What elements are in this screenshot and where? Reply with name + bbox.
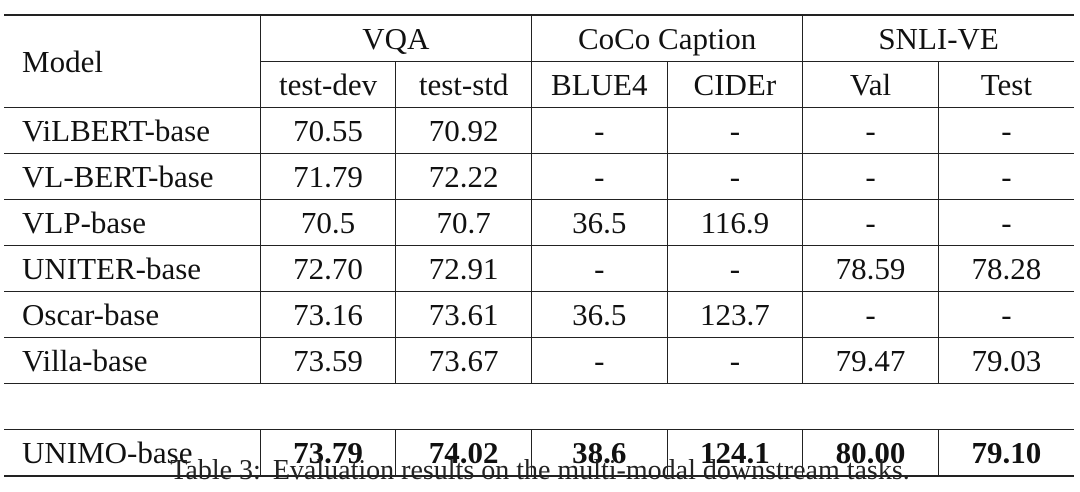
group-header-vqa: VQA [260,14,532,62]
spacer-cell [531,384,667,430]
column-header-test-dev: test-dev [260,61,397,108]
results-table: Model VQA CoCo Caption SNLI-VE test-dev … [4,14,1074,477]
table-row-final: UNIMO-base 73.79 74.02 38.6 124.1 80.00 79.10 [4,429,1074,477]
value-cell: 123.7 [667,291,804,338]
spacer-cell [260,384,396,430]
table-row: ViLBERT-base 70.55 70.92- - - - [4,107,1074,154]
model-name-cell: ViLBERT-base [4,107,261,154]
value-cell: - [802,153,939,200]
value-cell: 78.59 [802,245,939,292]
value-cell: - [531,107,668,154]
value-cell: - [531,337,668,384]
column-header-test-std: test-std [395,61,532,108]
value-cell: - [802,199,939,246]
column-header-test: Test [938,61,1074,108]
table-row: Villa-base 73.59 73.67- -79.47 79.03 [4,337,1074,384]
value-cell: 70.92 [395,107,532,154]
value-cell: 116.9 [667,199,804,246]
caption-label: Table 3: [170,455,261,486]
value-cell: 70.5 [260,199,397,246]
table-row: VLP-base 70.5 70.7 36.5 116.9- - [4,199,1074,246]
model-name-cell: Villa-base [4,337,261,384]
table-caption: Table 3: Evaluation results on the multi-… [0,455,1080,487]
spacer-cell [396,384,532,430]
rule-spacer [4,384,1074,430]
value-cell: - [531,153,668,200]
column-header-cider: CIDEr [667,61,804,108]
value-cell: - [531,245,668,292]
model-name-cell: UNITER-base [4,245,261,292]
table-body: ViLBERT-base 70.55 70.92- - - - VL-BERT-base 71… [4,107,1074,477]
value-cell: 70.7 [395,199,532,246]
column-header-val: Val [802,61,939,108]
value-cell-bold: 74.02 [395,429,532,477]
value-cell-bold: 38.6 [531,429,668,477]
value-cell: 73.59 [260,337,397,384]
spacer-cell [938,384,1074,430]
value-cell: - [938,153,1074,200]
results-table-container: Model VQA CoCo Caption SNLI-VE test-dev … [4,14,1074,477]
value-cell: - [938,291,1074,338]
value-cell: 79.03 [938,337,1074,384]
value-cell: 36.5 [531,291,668,338]
value-cell-bold: 73.79 [260,429,397,477]
table-row: UNITER-base 72.70 72.91- -78.59 78.28 [4,245,1074,292]
model-name-cell: UNIMO-base [4,429,261,477]
model-name-cell: Oscar-base [4,291,261,338]
value-cell: 79.47 [802,337,939,384]
value-cell-bold: 79.10 [938,429,1074,477]
value-cell: - [938,199,1074,246]
value-cell: 73.16 [260,291,397,338]
value-cell: 72.91 [395,245,532,292]
value-cell: - [667,245,804,292]
model-name-cell: VL-BERT-base [4,153,261,200]
spacer-cell [803,384,939,430]
model-name-cell: VLP-base [4,199,261,246]
value-cell: - [802,107,939,154]
value-cell-bold: 80.00 [802,429,939,477]
value-cell: 71.79 [260,153,397,200]
value-cell: 73.61 [395,291,532,338]
value-cell: - [938,107,1074,154]
group-header-snli-ve: SNLI-VE [802,14,1074,62]
table-row: Oscar-base 73.16 73.61 36.5 123.7- - [4,291,1074,338]
column-header-blue4: BLUE4 [531,61,668,108]
value-cell: - [667,153,804,200]
caption-text: Evaluation results on the multi-modal do… [272,455,910,486]
value-cell: - [802,291,939,338]
column-header-model: Model [4,14,261,108]
header-row-subcolumns: test-dev test-std BLUE4 CIDEr Val Test [4,61,1074,108]
value-cell: 72.22 [395,153,532,200]
spacer-cell [667,384,803,430]
value-cell-bold: 124.1 [667,429,804,477]
header-row-groups: Model VQA CoCo Caption SNLI-VE [4,14,1074,108]
value-cell: 78.28 [938,245,1074,292]
value-cell: 72.70 [260,245,397,292]
value-cell: 73.67 [395,337,532,384]
value-cell: - [667,107,804,154]
value-cell: - [667,337,804,384]
table-row: VL-BERT-base 71.79 72.22- - - - [4,153,1074,200]
value-cell: 36.5 [531,199,668,246]
value-cell: 70.55 [260,107,397,154]
spacer-cell [4,384,260,430]
group-header-coco-caption: CoCo Caption [531,14,804,62]
